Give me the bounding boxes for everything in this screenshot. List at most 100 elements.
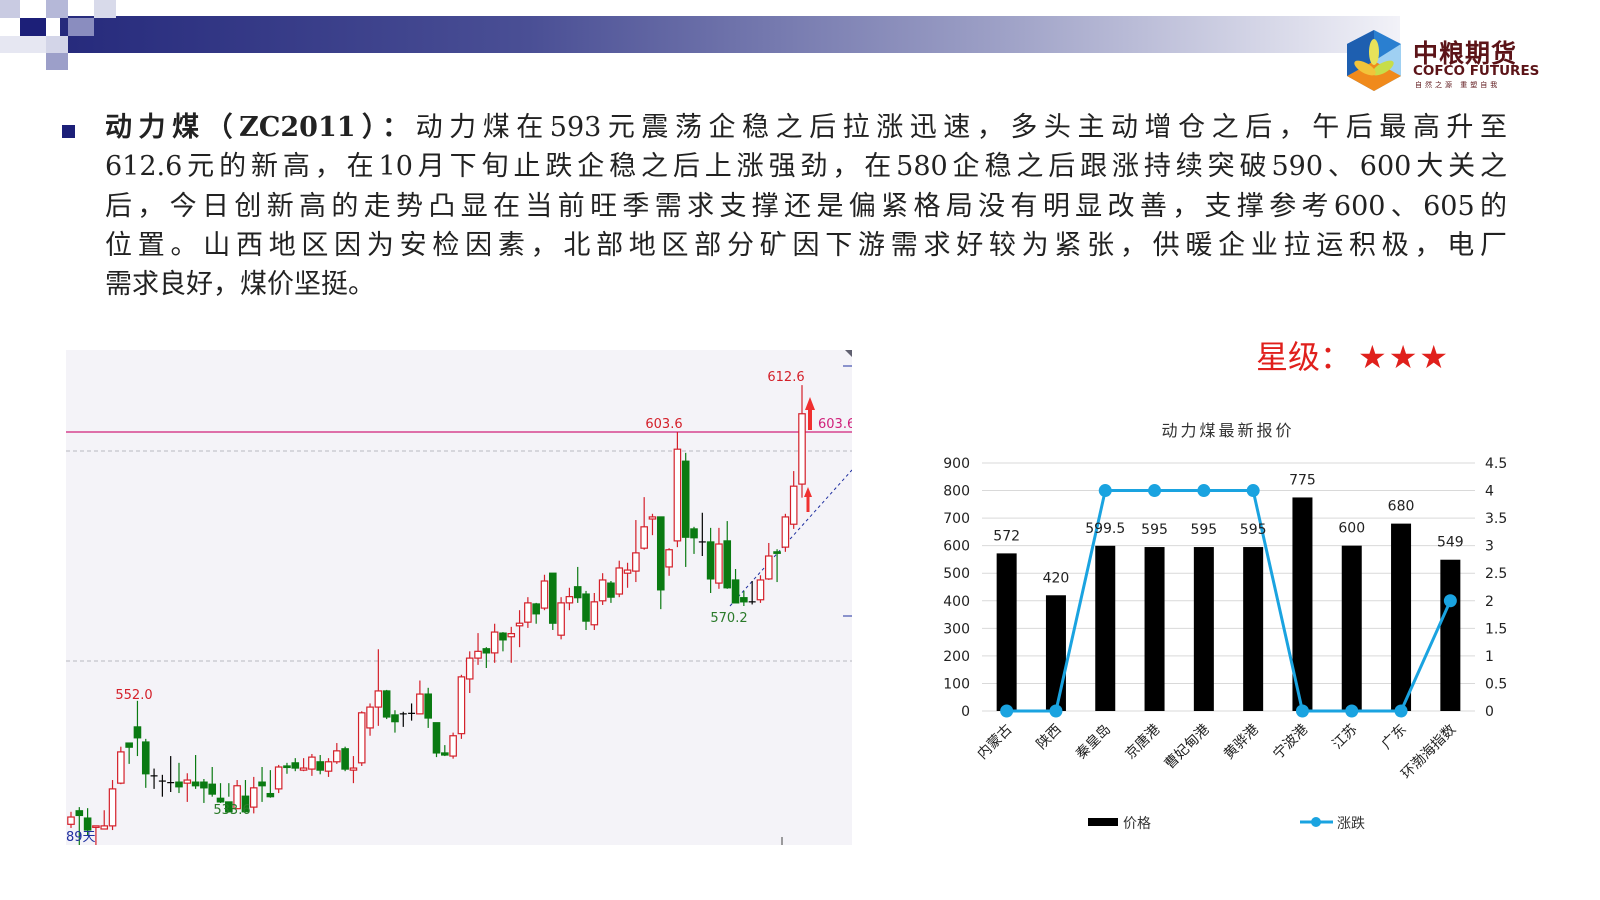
change-point	[1246, 484, 1260, 498]
labels-group: 0 100 200 300 400 500 600 700 800 900 0 0.5 1 1.5 2 2.5…	[943, 456, 1507, 782]
candle-body	[764, 555, 773, 580]
candle	[582, 590, 590, 630]
candle-body	[449, 735, 457, 757]
candle	[191, 755, 200, 789]
candle-body	[789, 485, 798, 525]
decor-square	[20, 18, 46, 36]
candle	[83, 808, 92, 836]
up-arrow-icon	[804, 487, 812, 512]
candle	[565, 587, 574, 611]
candle	[723, 521, 732, 589]
candle	[141, 738, 150, 788]
candle	[283, 762, 291, 774]
candle	[474, 633, 482, 665]
candle-body	[374, 690, 383, 708]
bars-group	[996, 497, 1461, 711]
candle-body	[283, 765, 291, 769]
candle	[424, 687, 432, 728]
candle-body	[607, 582, 615, 598]
candle	[640, 497, 648, 550]
candle	[225, 783, 233, 813]
corner-marker-icon	[845, 350, 852, 357]
candle	[349, 756, 358, 784]
candle	[490, 623, 499, 663]
decor-square	[46, 0, 68, 18]
category-label: 曹妃甸港	[1162, 722, 1213, 773]
bar-0	[996, 553, 1017, 711]
candle-body	[640, 526, 648, 549]
y-left-tick-label: 300	[943, 621, 970, 637]
candle	[482, 647, 491, 669]
y-right-tick-label: 4	[1485, 484, 1494, 500]
candle	[632, 520, 640, 583]
candle-body	[465, 657, 474, 680]
candle	[548, 572, 557, 630]
support-trendline[interactable]	[729, 469, 852, 607]
candle	[573, 566, 582, 603]
star-rating: 星级： ★★★	[1256, 332, 1450, 378]
candle-body	[233, 785, 241, 810]
rating-label: 星级：	[1256, 338, 1353, 376]
y-left-tick-label: 800	[943, 484, 970, 500]
period-label: 89天	[66, 830, 96, 845]
y-right-tick-label: 2.5	[1485, 566, 1507, 582]
candle	[540, 574, 549, 611]
candle-body	[249, 787, 258, 808]
candle-body	[382, 690, 391, 718]
candle-body	[474, 650, 482, 659]
candle	[465, 651, 474, 694]
candle	[324, 758, 333, 777]
candle	[158, 774, 166, 797]
y-right-tick-label: 0.5	[1485, 676, 1507, 692]
candle	[216, 783, 225, 803]
candle	[416, 680, 424, 715]
bar-value-label: 599.5	[1085, 521, 1125, 537]
candlestick-chart: 612.6 603.6 603.6 570.2 552.0 533.6 89天	[66, 350, 852, 845]
candle	[233, 780, 241, 810]
label-prev-high: 603.6	[645, 417, 682, 432]
candle-body	[515, 622, 524, 627]
bullet-square-icon	[62, 125, 75, 138]
candle-body	[656, 516, 665, 591]
bar-8	[1391, 523, 1412, 711]
candle	[432, 722, 441, 758]
candle	[100, 810, 109, 830]
bar-9	[1440, 559, 1461, 711]
candle-body	[225, 801, 233, 813]
candle	[208, 767, 217, 797]
candle-body	[756, 579, 765, 601]
candlestick-svg: 612.6 603.6 603.6 570.2 552.0 533.6 89天	[66, 350, 852, 845]
y-left-tick-label: 900	[943, 456, 970, 472]
candle-body	[582, 593, 590, 622]
bar-value-label: 420	[1043, 570, 1070, 586]
category-label: 宁波港	[1270, 721, 1312, 763]
candle	[524, 597, 532, 628]
change-point	[1148, 484, 1162, 498]
candle	[175, 762, 183, 794]
candle	[274, 764, 283, 794]
logo-name-cn: 中粮期货	[1413, 39, 1518, 68]
candle-body	[333, 750, 341, 763]
candle	[117, 746, 125, 785]
candle	[316, 755, 325, 775]
candle	[756, 575, 765, 603]
paragraph-line: 动力煤（ZC2011）：动力煤在593元震荡企稳之后拉涨迅速，多头主动增仓之后，…	[105, 108, 1507, 147]
candle-body	[366, 706, 374, 729]
candle	[183, 773, 192, 802]
candle-body	[615, 567, 624, 595]
candle-body	[590, 601, 599, 626]
line-series	[1000, 484, 1457, 718]
up-arrow-icon	[805, 397, 815, 430]
candle-body	[391, 714, 399, 723]
candle	[557, 597, 565, 640]
candle	[789, 471, 798, 529]
bar-7	[1341, 545, 1362, 711]
candle	[515, 610, 524, 648]
candle-body	[540, 580, 549, 609]
y-right-tick-label: 2	[1485, 594, 1494, 610]
bar-4	[1193, 547, 1214, 711]
y-right-tick-label: 3.5	[1485, 511, 1507, 527]
candle	[781, 513, 790, 552]
candle	[125, 742, 133, 764]
legend-label-price: 价格	[1123, 816, 1151, 832]
